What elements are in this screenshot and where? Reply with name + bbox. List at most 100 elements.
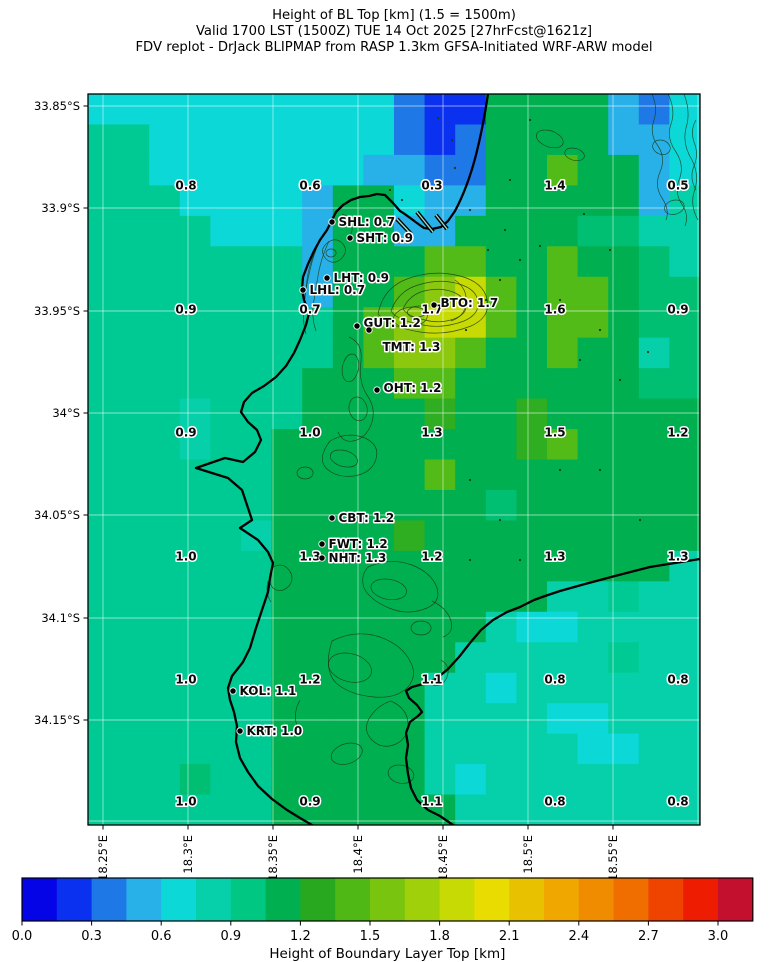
terrain-speck xyxy=(538,244,542,248)
raster-cell xyxy=(455,703,487,735)
raster-cell xyxy=(302,764,334,796)
raster-cell xyxy=(547,185,579,217)
raster-cell xyxy=(394,429,426,460)
raster-cell xyxy=(577,215,609,247)
station-label: LHT: 0.9 xyxy=(334,271,389,285)
raster-cell xyxy=(516,154,548,186)
colorbar-tick-label: 0.9 xyxy=(220,929,241,944)
raster-cell xyxy=(516,764,548,796)
raster-cell xyxy=(179,368,211,400)
x-axis-tick-label: 18.35°E xyxy=(266,835,280,881)
raster-cell xyxy=(332,94,364,125)
raster-cell xyxy=(455,550,487,582)
station-label: NHT: 1.3 xyxy=(329,551,387,565)
raster-cell xyxy=(547,794,579,825)
contour-line xyxy=(651,94,668,221)
raster-cell xyxy=(455,672,487,704)
raster-cell xyxy=(638,611,670,643)
raster-cell xyxy=(455,276,487,308)
raster-cell xyxy=(118,520,150,552)
raster-cell xyxy=(424,489,456,521)
raster-cell xyxy=(577,429,609,460)
station-label: SHL: 0.7 xyxy=(339,215,396,229)
contour-line xyxy=(370,578,407,601)
raster-cell xyxy=(332,215,364,247)
terrain-speck xyxy=(453,166,457,170)
raster-cell xyxy=(302,124,334,156)
colorbar-segment xyxy=(56,878,92,921)
raster-cell xyxy=(485,307,517,339)
raster-cell xyxy=(638,276,670,308)
contour-line xyxy=(683,94,699,221)
raster-cell xyxy=(577,185,609,217)
raster-cell xyxy=(241,489,273,521)
station-label: FWT: 1.2 xyxy=(329,537,388,551)
grid-value-label: 0.9 xyxy=(175,426,196,440)
station-dot xyxy=(346,234,354,242)
raster-cell xyxy=(577,368,609,400)
raster-cell xyxy=(485,733,517,765)
raster-cell xyxy=(424,337,456,369)
raster-cell xyxy=(271,276,303,308)
raster-cell xyxy=(547,337,579,369)
raster-cell xyxy=(485,276,517,308)
raster-cell xyxy=(118,124,150,156)
raster-cell xyxy=(210,215,242,247)
raster-cell xyxy=(210,124,242,156)
raster-cell xyxy=(547,368,579,400)
raster-cell xyxy=(241,398,273,430)
raster-cell xyxy=(302,581,334,613)
raster-cell xyxy=(516,550,548,582)
raster-cell xyxy=(669,703,700,735)
grid-value-label: 1.3 xyxy=(299,550,320,564)
raster-cell xyxy=(118,246,150,278)
raster-cell xyxy=(210,764,242,796)
raster-cell xyxy=(638,368,670,400)
raster-cell xyxy=(577,642,609,674)
raster-cell xyxy=(302,398,334,430)
raster-cell xyxy=(394,489,426,521)
raster-cell xyxy=(516,246,548,278)
grid-value-label: 0.9 xyxy=(667,303,688,317)
raster-cell xyxy=(424,154,456,186)
colorbar-tick-label: 1.5 xyxy=(360,929,381,944)
colorbar-tick-label: 0.6 xyxy=(151,929,172,944)
contour-line xyxy=(450,279,467,322)
station-dot xyxy=(373,386,381,394)
raster-cell xyxy=(394,307,426,339)
raster-cell xyxy=(424,764,456,796)
raster-cell xyxy=(363,398,395,430)
raster-cell xyxy=(638,642,670,674)
raster-cell xyxy=(547,764,579,796)
raster-cell xyxy=(669,185,700,217)
raster-cell xyxy=(547,703,579,735)
raster-cell xyxy=(424,642,456,674)
raster-cell xyxy=(424,733,456,765)
raster-cell xyxy=(363,276,395,308)
colorbar-segment xyxy=(439,878,475,921)
raster-cell xyxy=(669,550,700,582)
contour-line xyxy=(296,466,314,480)
raster-cell xyxy=(363,94,395,125)
raster-cell xyxy=(241,276,273,308)
raster-cell xyxy=(516,489,548,521)
raster-cell xyxy=(118,611,150,643)
terrain-speck xyxy=(400,198,404,202)
raster-cell xyxy=(118,703,150,735)
raster-cell xyxy=(302,246,334,278)
raster-cell xyxy=(149,124,181,156)
raster-cell xyxy=(547,94,579,125)
grid-value-label: 1.5 xyxy=(544,426,565,440)
raster-cell xyxy=(455,429,487,460)
raster-cell xyxy=(363,672,395,704)
raster-cell xyxy=(179,550,211,582)
colorbar-tick-label: 0.3 xyxy=(81,929,102,944)
grid-value-label: 0.8 xyxy=(175,179,196,193)
contour-line xyxy=(366,700,409,747)
raster-cell xyxy=(363,215,395,247)
raster-cell xyxy=(363,520,395,552)
raster-cell xyxy=(669,276,700,308)
raster-cell xyxy=(547,611,579,643)
raster-cell xyxy=(547,459,579,491)
grid-value-label: 1.3 xyxy=(667,550,688,564)
